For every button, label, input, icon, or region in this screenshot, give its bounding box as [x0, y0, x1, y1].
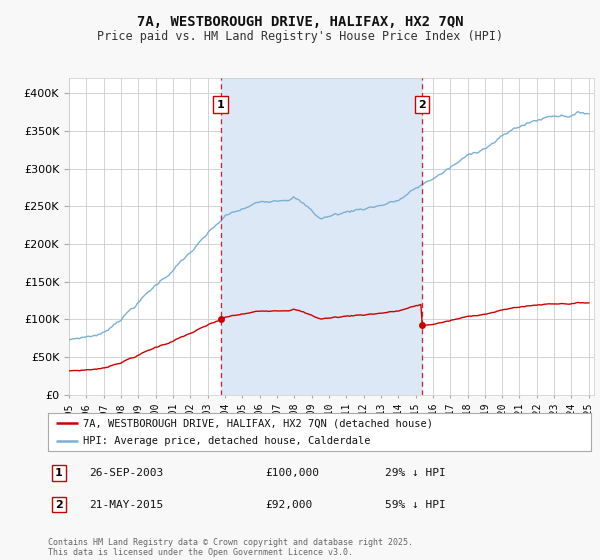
Text: £100,000: £100,000 [265, 468, 319, 478]
Text: Price paid vs. HM Land Registry's House Price Index (HPI): Price paid vs. HM Land Registry's House … [97, 30, 503, 43]
Text: Contains HM Land Registry data © Crown copyright and database right 2025.
This d: Contains HM Land Registry data © Crown c… [48, 538, 413, 557]
Text: 7A, WESTBOROUGH DRIVE, HALIFAX, HX2 7QN: 7A, WESTBOROUGH DRIVE, HALIFAX, HX2 7QN [137, 15, 463, 29]
Text: 7A, WESTBOROUGH DRIVE, HALIFAX, HX2 7QN (detached house): 7A, WESTBOROUGH DRIVE, HALIFAX, HX2 7QN … [83, 418, 433, 428]
Text: 2: 2 [418, 100, 426, 110]
Bar [221, 78, 422, 395]
Text: 1: 1 [217, 100, 224, 110]
Text: 29% ↓ HPI: 29% ↓ HPI [385, 468, 445, 478]
Text: HPI: Average price, detached house, Calderdale: HPI: Average price, detached house, Cald… [83, 436, 371, 446]
Text: £92,000: £92,000 [265, 500, 313, 510]
Text: 21-MAY-2015: 21-MAY-2015 [89, 500, 163, 510]
Text: 26-SEP-2003: 26-SEP-2003 [89, 468, 163, 478]
Text: 1: 1 [55, 468, 63, 478]
Text: 59% ↓ HPI: 59% ↓ HPI [385, 500, 445, 510]
Text: 2: 2 [55, 500, 63, 510]
